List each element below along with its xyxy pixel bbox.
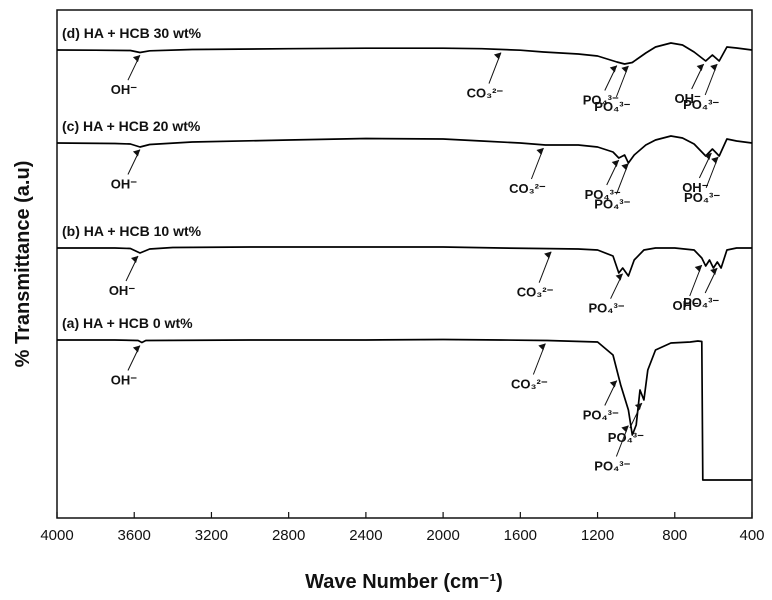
arrowhead: [538, 343, 546, 351]
annotation-label: OH⁻: [109, 283, 136, 298]
annotation-label: PO₄³⁻: [594, 99, 630, 114]
series-label: (c) HA + HCB 20 wt%: [62, 118, 201, 134]
x-tick-label: 2400: [349, 527, 382, 544]
annotation-label: OH⁻: [111, 177, 138, 192]
series-label: (a) HA + HCB 0 wt%: [62, 315, 193, 331]
arrowhead: [621, 425, 629, 433]
annotation-label: OH⁻: [111, 373, 138, 388]
series-lines: [56, 42, 753, 481]
annotation-label: PO₄³⁻: [588, 301, 624, 316]
x-tick-label: 3200: [195, 527, 228, 544]
annotation-label: PO₄³⁻: [594, 196, 630, 211]
arrowhead: [710, 268, 718, 275]
annotation-label: CO₃²⁻: [511, 377, 548, 392]
x-tick-label: 3600: [118, 527, 151, 544]
arrowhead: [696, 64, 704, 71]
arrowhead: [132, 55, 140, 63]
x-axis-label: Wave Number (cm⁻¹): [305, 571, 503, 593]
annotation-label: CO₃²⁻: [467, 86, 504, 101]
x-tick-label: 400: [739, 527, 764, 544]
series-line: [57, 338, 752, 481]
arrowhead: [493, 52, 501, 60]
arrowhead: [621, 163, 629, 171]
peak-annotations: OH⁻ CO₃²⁻ PO₄³⁻PO₄³⁻OH⁻PO₄³⁻OH⁻ CO₃²⁻ PO₄³⁻P…: [109, 52, 720, 474]
series-line: [56, 42, 753, 65]
x-tick-label: 2800: [272, 527, 305, 544]
arrowhead: [544, 251, 552, 259]
annotation-label: PO₄³⁻: [684, 190, 720, 205]
annotation-label: PO₄³⁻: [583, 93, 619, 108]
arrowhead: [711, 156, 719, 164]
annotation-label: OH⁻: [682, 180, 709, 195]
arrowhead: [710, 64, 718, 71]
arrowhead: [634, 403, 642, 410]
annotation-label: PO₄³⁻: [608, 430, 644, 445]
annotation-label: PO₄³⁻: [594, 459, 630, 474]
annotation-label: PO₄³⁻: [585, 187, 621, 202]
series-label: (b) HA + HCB 10 wt%: [62, 223, 202, 239]
series-labels: (d) HA + HCB 30 wt% (c) HA + HCB 20 wt% (b…: [62, 25, 202, 331]
arrowhead: [704, 153, 712, 160]
x-tick-label: 2000: [426, 527, 459, 544]
arrowhead: [132, 149, 140, 157]
annotation-label: PO₄³⁻: [683, 295, 719, 310]
annotation-label: OH⁻: [111, 82, 138, 97]
x-tick-label: 1600: [504, 527, 537, 544]
arrowhead: [615, 273, 623, 281]
x-tick-label: 4000: [40, 527, 73, 544]
arrowhead: [621, 65, 629, 73]
annotation-label: PO₄³⁻: [583, 408, 619, 423]
arrowhead: [536, 148, 544, 155]
arrowhead: [609, 380, 617, 388]
annotation-label: CO₃²⁻: [509, 181, 546, 196]
series-label: (d) HA + HCB 30 wt%: [62, 25, 202, 41]
annotation-label: PO₄³⁻: [683, 97, 719, 112]
y-axis-label: % Transmittance (a.u): [12, 161, 34, 368]
x-tick-label: 800: [662, 527, 687, 544]
annotation-label: OH⁻: [673, 298, 700, 313]
arrowhead: [131, 256, 139, 263]
series-line: [57, 246, 752, 277]
arrowhead: [132, 345, 140, 353]
x-axis-ticks: 4000 3600 3200 2800 2400 2000 1600 1200 800 400: [40, 512, 765, 544]
plot-frame: [56, 9, 753, 519]
arrowhead: [694, 265, 702, 272]
annotation-label: OH⁻: [674, 91, 701, 106]
arrowhead: [611, 160, 619, 167]
series-line: [56, 135, 753, 164]
arrowhead: [609, 65, 617, 73]
annotation-label: CO₃²⁻: [517, 285, 554, 300]
x-tick-label: 1200: [581, 527, 614, 544]
